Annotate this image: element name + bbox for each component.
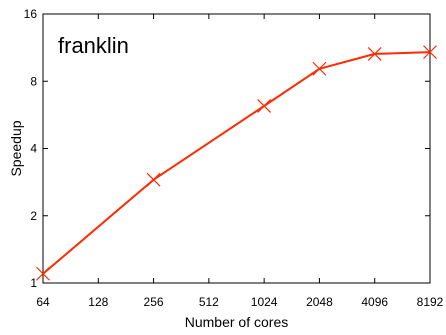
x-tick-label: 8192 [417, 295, 444, 309]
x-tick-label: 256 [144, 295, 164, 309]
y-tick-label: 16 [24, 7, 38, 21]
y-tick-label: 8 [30, 74, 37, 88]
data-point-marker [423, 45, 437, 60]
data-point-marker [367, 47, 382, 61]
data-point-marker [146, 172, 161, 187]
x-axis-label: Number of cores [185, 314, 288, 330]
series-group [36, 45, 437, 281]
x-tick-label: 64 [36, 295, 50, 309]
data-point-marker [36, 266, 50, 281]
x-tick-label: 1024 [251, 295, 278, 309]
x-tick-label: 4096 [361, 295, 388, 309]
y-axis: 1 2 4 8 16 [24, 7, 430, 290]
data-point-marker [312, 61, 327, 76]
y-tick-label: 2 [30, 209, 37, 223]
series-line [42, 51, 431, 275]
x-axis: 64 128 256 512 1024 2048 4096 8192 [36, 14, 444, 309]
data-point-marker [257, 99, 272, 113]
y-axis-label: Speedup [8, 120, 24, 176]
x-tick-label: 128 [88, 295, 108, 309]
x-tick-label: 512 [199, 295, 219, 309]
chart-title: franklin [58, 33, 129, 58]
y-tick-label: 4 [30, 142, 37, 156]
y-tick-label: 1 [30, 276, 37, 290]
x-tick-label: 2048 [306, 295, 333, 309]
